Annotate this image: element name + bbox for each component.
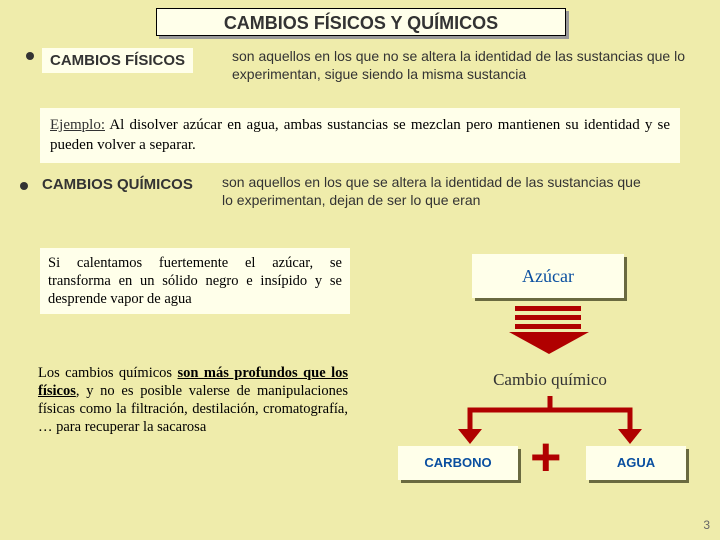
- carbono-box: CARBONO: [398, 446, 518, 480]
- arrow-down-icon: [509, 332, 589, 354]
- paragraph-heating: Si calentamos fuertemente el azúcar, se …: [40, 248, 350, 314]
- reaction-diagram: Azúcar Cambio químico CARBONO + AGUA: [390, 248, 700, 518]
- paragraph-profound: Los cambios químicos son más profundos q…: [38, 362, 348, 439]
- example-box: Ejemplo: Al disolver azúcar en agua, amb…: [40, 108, 680, 163]
- example-label: Ejemplo:: [50, 117, 105, 133]
- section1-desc: son aquellos en los que no se altera la …: [232, 48, 702, 83]
- slide-title: CAMBIOS FÍSICOS Y QUÍMICOS: [156, 8, 566, 36]
- section1-label: CAMBIOS FÍSICOS: [42, 48, 193, 73]
- section2-desc: son aquellos en los que se altera la ide…: [222, 174, 652, 209]
- example-text: Al disolver azúcar en agua, ambas sustan…: [50, 117, 670, 153]
- section2-label: CAMBIOS QUÍMICOS: [42, 172, 193, 197]
- bullet-icon: [20, 182, 28, 190]
- azucar-box: Azúcar: [472, 254, 624, 298]
- para2-b: , y no es posible valerse de manipulacio…: [38, 383, 348, 435]
- bullet-icon: [26, 52, 34, 60]
- para2-a: Los cambios químicos: [38, 365, 178, 381]
- cambio-quimico-label: Cambio químico: [450, 370, 650, 390]
- arrow-bars: [515, 306, 581, 333]
- page-number: 3: [703, 518, 710, 532]
- agua-box: AGUA: [586, 446, 686, 480]
- plus-icon: +: [530, 426, 562, 488]
